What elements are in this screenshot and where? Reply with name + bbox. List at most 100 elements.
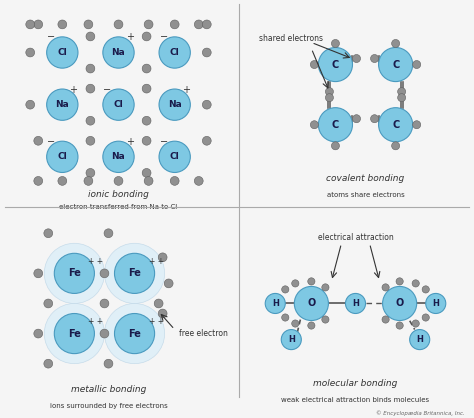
Circle shape <box>170 20 179 29</box>
Circle shape <box>104 359 113 368</box>
Text: C: C <box>392 59 399 69</box>
Circle shape <box>331 142 339 150</box>
Circle shape <box>26 20 35 29</box>
Circle shape <box>100 299 109 308</box>
Text: covalent bonding: covalent bonding <box>327 174 405 184</box>
Circle shape <box>398 88 406 96</box>
Circle shape <box>292 320 299 327</box>
Text: free electron: free electron <box>179 329 228 338</box>
Text: +: + <box>182 84 190 94</box>
Circle shape <box>44 299 53 308</box>
Circle shape <box>103 89 134 120</box>
Circle shape <box>159 37 191 68</box>
Text: Fe: Fe <box>68 329 81 339</box>
Circle shape <box>144 20 153 29</box>
Circle shape <box>46 141 78 173</box>
Circle shape <box>379 48 413 82</box>
Circle shape <box>34 20 43 29</box>
Text: O: O <box>307 298 316 308</box>
Text: Na: Na <box>168 100 182 109</box>
Circle shape <box>114 176 123 185</box>
Circle shape <box>142 64 151 73</box>
Text: H: H <box>432 299 439 308</box>
Text: −: − <box>47 33 55 43</box>
Text: Cl: Cl <box>114 100 123 109</box>
Circle shape <box>115 253 155 293</box>
Circle shape <box>103 141 134 173</box>
Circle shape <box>292 280 299 287</box>
Circle shape <box>202 136 211 145</box>
Circle shape <box>170 176 179 185</box>
Circle shape <box>265 293 285 314</box>
Circle shape <box>282 314 289 321</box>
Circle shape <box>353 54 361 63</box>
Text: Fe: Fe <box>68 268 81 278</box>
Circle shape <box>412 280 419 287</box>
Circle shape <box>84 176 93 185</box>
Circle shape <box>319 48 353 82</box>
Circle shape <box>426 293 446 314</box>
Circle shape <box>58 176 67 185</box>
Text: Fe: Fe <box>128 268 141 278</box>
Circle shape <box>371 54 379 63</box>
Circle shape <box>34 136 43 145</box>
Circle shape <box>46 37 78 68</box>
Circle shape <box>396 278 403 285</box>
Circle shape <box>142 32 151 41</box>
Circle shape <box>55 314 94 354</box>
Circle shape <box>310 61 319 69</box>
Text: molecular bonding: molecular bonding <box>313 379 398 388</box>
Text: Cl: Cl <box>57 48 67 57</box>
Circle shape <box>34 176 43 185</box>
Circle shape <box>353 115 361 123</box>
Circle shape <box>86 64 95 73</box>
Text: ions surrounded by free electrons: ions surrounded by free electrons <box>50 403 167 409</box>
Text: H: H <box>272 299 279 308</box>
Circle shape <box>44 359 53 368</box>
Text: ionic bonding: ionic bonding <box>88 191 149 199</box>
Circle shape <box>86 168 95 177</box>
Text: metallic bonding: metallic bonding <box>71 385 146 394</box>
Text: weak electrical attraction binds molecules: weak electrical attraction binds molecul… <box>282 397 429 403</box>
Circle shape <box>100 269 109 278</box>
Circle shape <box>84 20 93 29</box>
Circle shape <box>382 316 389 323</box>
Circle shape <box>422 314 429 321</box>
Circle shape <box>410 329 430 349</box>
Circle shape <box>164 279 173 288</box>
Circle shape <box>142 84 151 93</box>
Text: +: + <box>126 33 134 43</box>
Text: −: − <box>160 33 168 43</box>
Circle shape <box>282 286 289 293</box>
Circle shape <box>103 37 134 68</box>
Text: + +: + + <box>148 257 164 266</box>
Circle shape <box>319 108 353 142</box>
Text: Na: Na <box>111 152 126 161</box>
Text: + +: + + <box>89 317 103 326</box>
Text: Na: Na <box>55 100 69 109</box>
Circle shape <box>100 329 109 338</box>
Circle shape <box>398 94 406 102</box>
Circle shape <box>371 115 379 123</box>
Circle shape <box>383 286 417 321</box>
Circle shape <box>34 269 43 278</box>
Circle shape <box>308 322 315 329</box>
Text: Cl: Cl <box>170 152 180 161</box>
Text: −: − <box>103 84 111 94</box>
Circle shape <box>413 121 421 129</box>
Circle shape <box>413 61 421 69</box>
Circle shape <box>104 303 164 364</box>
Circle shape <box>202 20 211 29</box>
Text: −: − <box>47 137 55 147</box>
Text: C: C <box>332 59 339 69</box>
Text: © Encyclopædia Britannica, Inc.: © Encyclopædia Britannica, Inc. <box>376 410 465 416</box>
Circle shape <box>392 39 400 48</box>
Text: C: C <box>392 120 399 130</box>
Text: Fe: Fe <box>128 329 141 339</box>
Circle shape <box>26 48 35 57</box>
Circle shape <box>322 316 329 323</box>
Circle shape <box>86 84 95 93</box>
Circle shape <box>115 314 155 354</box>
Text: Cl: Cl <box>170 48 180 57</box>
Circle shape <box>194 176 203 185</box>
